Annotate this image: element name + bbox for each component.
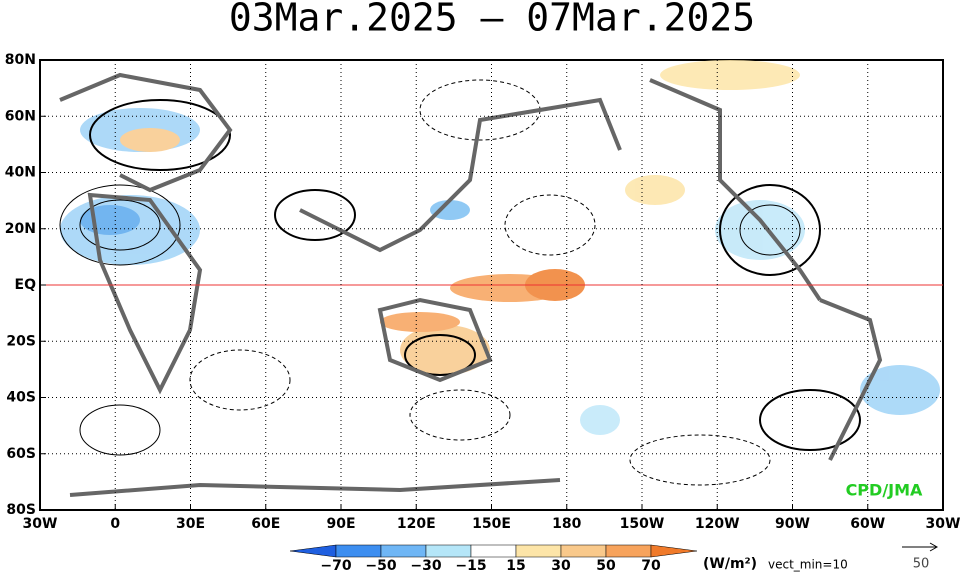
colorbar-label: −30 xyxy=(410,558,441,574)
colorbar-label: 70 xyxy=(641,558,661,574)
colorbar-label: 30 xyxy=(551,558,571,574)
x-tick-label: 30E xyxy=(176,516,205,532)
x-tick-label: 0 xyxy=(110,516,120,532)
colorbar-bin xyxy=(605,544,652,558)
x-tick-label: 120W xyxy=(695,516,740,532)
coastlines xyxy=(59,72,883,497)
y-tick-label: 60N xyxy=(5,108,36,124)
vector-note: vect_min=10 xyxy=(768,558,848,572)
colorbar-label: −50 xyxy=(365,558,396,574)
colorbar-end xyxy=(289,544,337,558)
y-tick-label: 20S xyxy=(6,333,36,349)
colorbar-bin xyxy=(470,544,517,558)
y-tick-label: 60S xyxy=(6,446,36,462)
map-panel: CPD/JMA xyxy=(39,59,944,511)
reference-arrowhead xyxy=(929,542,939,552)
y-tick-label: 80S xyxy=(6,502,36,518)
x-tick-label: 150E xyxy=(472,516,511,532)
y-tick-label: 80N xyxy=(5,52,36,68)
colorbar-bin xyxy=(560,544,607,558)
colorbar-bin xyxy=(515,544,562,558)
colorbar-label: 50 xyxy=(596,558,616,574)
x-tick-label: 60W xyxy=(850,516,885,532)
colorbar-end xyxy=(650,544,698,558)
colorbar-label: −15 xyxy=(455,558,486,574)
y-tick-label: 40N xyxy=(5,165,36,181)
colorbar xyxy=(289,544,698,558)
x-tick-label: 180 xyxy=(552,516,581,532)
x-tick-label: 90W xyxy=(775,516,810,532)
units: (W/m²) xyxy=(703,556,757,572)
colorbar-bin xyxy=(425,544,472,558)
x-tick-label: 90E xyxy=(326,516,355,532)
grid xyxy=(39,59,944,511)
x-tick-label: 60E xyxy=(251,516,280,532)
x-tick-label: 150W xyxy=(620,516,665,532)
y-tick-label: 40S xyxy=(6,390,36,406)
colorbar-label: 15 xyxy=(506,558,525,574)
colorbar-bin xyxy=(335,544,382,558)
y-tick-label: EQ xyxy=(15,277,37,293)
reference-vector: 50 xyxy=(913,557,930,572)
x-tick-label: 120E xyxy=(397,516,436,532)
x-tick-label: 30W xyxy=(926,516,961,532)
colorbar-label: −70 xyxy=(320,558,351,574)
y-tick-label: 20N xyxy=(5,221,36,237)
title: 03Mar.2025 – 07Mar.2025 xyxy=(229,0,755,40)
x-tick-label: 30W xyxy=(23,516,58,532)
credit: CPD/JMA xyxy=(846,481,923,500)
colorbar-bin xyxy=(380,544,427,558)
